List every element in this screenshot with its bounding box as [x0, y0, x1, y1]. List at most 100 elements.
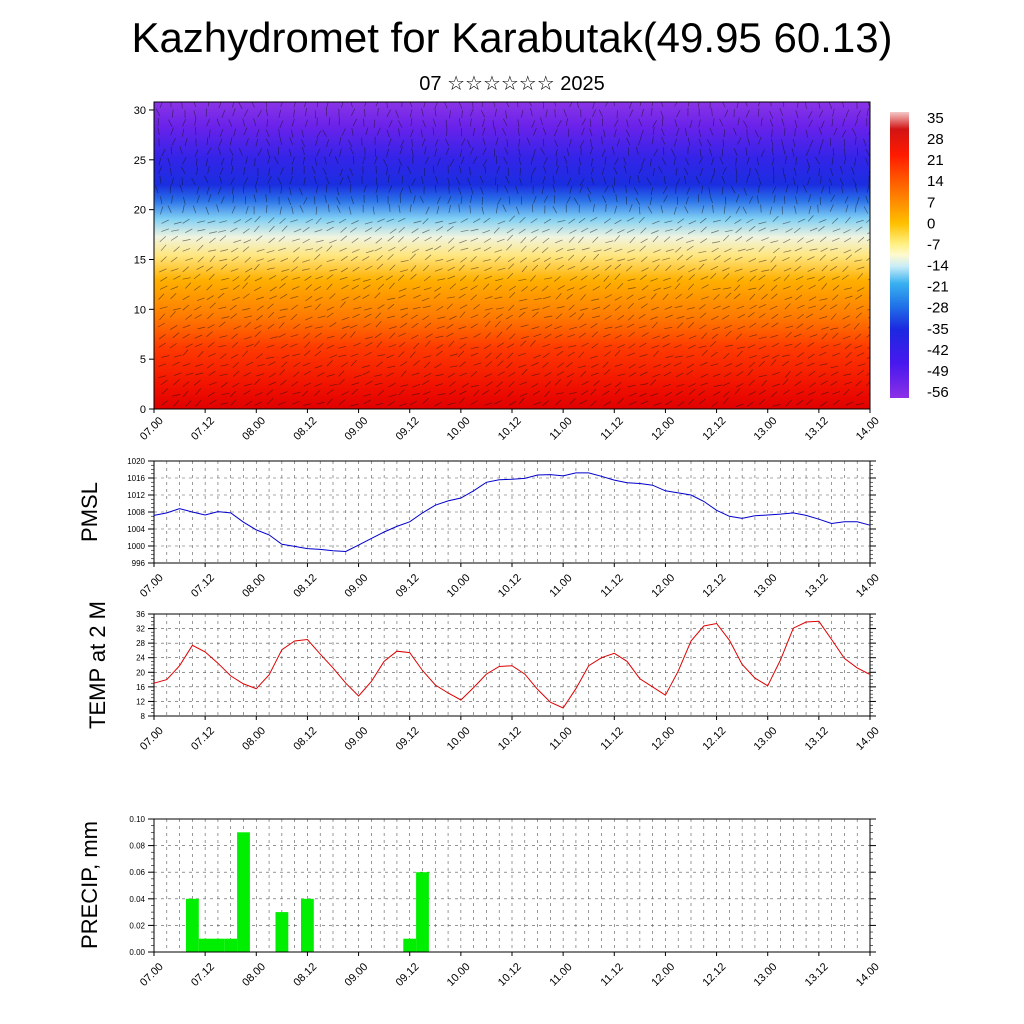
- wind-barb: [782, 360, 789, 367]
- wind-barb: [302, 259, 311, 263]
- precip-bar: [224, 938, 238, 952]
- wind-barb: [566, 294, 573, 300]
- precip-bar: [198, 938, 212, 952]
- wind-barb: [660, 102, 664, 108]
- wind-barb: [749, 268, 758, 273]
- wind-barb: [794, 119, 798, 128]
- wind-barb: [747, 344, 756, 349]
- wind-barb: [265, 194, 268, 203]
- wind-barb: [721, 176, 726, 184]
- wind-barb: [820, 380, 828, 386]
- wind-barb: [326, 139, 330, 148]
- wind-barb: [663, 384, 671, 387]
- wind-barb: [170, 127, 174, 136]
- wind-barb: [625, 196, 628, 205]
- wind-barb: [387, 303, 395, 310]
- wind-barb: [830, 371, 839, 376]
- wind-barb: [447, 296, 455, 299]
- wind-barb: [663, 371, 672, 377]
- wind-barb: [314, 365, 323, 369]
- wind-barb: [590, 216, 598, 222]
- wind-barb: [808, 194, 812, 203]
- wind-barb: [627, 258, 636, 262]
- wind-barb: [706, 139, 712, 147]
- wind-barb: [254, 286, 262, 292]
- wind-barb: [688, 344, 696, 349]
- wind-barb: [281, 225, 288, 232]
- wind-barb: [674, 246, 682, 253]
- wind-barb: [566, 372, 575, 378]
- wind-barb: [614, 219, 622, 225]
- wind-barb: [542, 362, 549, 368]
- wind-barb: [503, 118, 508, 127]
- wind-barb: [769, 119, 774, 128]
- wind-barb: [398, 389, 405, 396]
- wind-barb: [395, 110, 399, 118]
- wind-barb: [796, 285, 803, 291]
- wind-barb: [794, 247, 803, 252]
- wind-barb: [603, 333, 611, 338]
- wind-barb: [638, 296, 646, 301]
- wind-barb: [197, 351, 204, 358]
- x-tick-label: 10.00: [445, 961, 473, 989]
- wind-barb: [528, 102, 533, 107]
- wind-barb: [589, 355, 598, 359]
- wind-barb: [494, 249, 503, 253]
- wind-barb: [769, 110, 774, 119]
- wind-barb: [855, 402, 864, 406]
- wind-barb: [180, 166, 186, 174]
- wind-barb: [653, 264, 660, 271]
- wind-barb: [852, 178, 857, 186]
- wind-barb: [818, 372, 827, 378]
- wind-barb: [506, 102, 510, 107]
- wind-barb: [364, 351, 372, 357]
- wind-barb: [437, 393, 446, 396]
- wind-barb: [253, 263, 260, 271]
- wind-barb: [844, 303, 851, 310]
- wind-barb: [533, 354, 541, 359]
- wind-barb: [266, 356, 275, 359]
- wind-barb: [819, 363, 828, 366]
- wind-barb: [663, 176, 666, 185]
- wind-barb: [557, 285, 565, 290]
- wind-barb: [517, 119, 520, 128]
- wind-barb: [579, 178, 585, 186]
- wind-barb: [482, 119, 485, 127]
- wind-barb: [434, 108, 437, 117]
- wind-barb: [336, 205, 341, 213]
- wind-barb: [614, 363, 623, 367]
- wind-barb: [845, 216, 851, 224]
- wind-barb: [783, 238, 791, 244]
- wind-barb: [242, 350, 249, 357]
- wind-barb: [279, 391, 288, 395]
- wind-barb: [400, 384, 409, 387]
- wind-barb: [400, 259, 409, 263]
- wind-barb: [554, 325, 562, 330]
- wind-barb: [256, 353, 263, 359]
- wind-barb: [637, 175, 640, 184]
- x-tick-label: 07.00: [138, 961, 166, 989]
- wind-barb: [221, 277, 230, 281]
- wind-barb: [581, 118, 587, 126]
- wind-barb: [746, 218, 754, 224]
- wind-barb: [614, 119, 619, 127]
- wind-barb: [460, 257, 468, 263]
- wind-barb: [520, 237, 527, 244]
- wind-barb: [172, 394, 181, 397]
- wind-barb: [340, 301, 346, 308]
- wind-barb: [832, 352, 840, 357]
- wind-barb: [806, 165, 811, 174]
- wind-barb: [844, 237, 852, 243]
- wind-barb: [722, 305, 730, 310]
- wind-barb: [853, 322, 860, 330]
- wind-barb: [365, 380, 373, 386]
- wind-barb: [509, 333, 516, 340]
- wind-barb: [432, 118, 437, 127]
- wind-barb: [598, 109, 603, 117]
- wind-barb: [398, 158, 403, 166]
- wind-barb: [196, 195, 200, 203]
- wind-barb: [173, 221, 182, 225]
- wind-barb: [412, 195, 416, 204]
- wind-barb: [758, 284, 765, 291]
- wind-barb: [220, 402, 229, 405]
